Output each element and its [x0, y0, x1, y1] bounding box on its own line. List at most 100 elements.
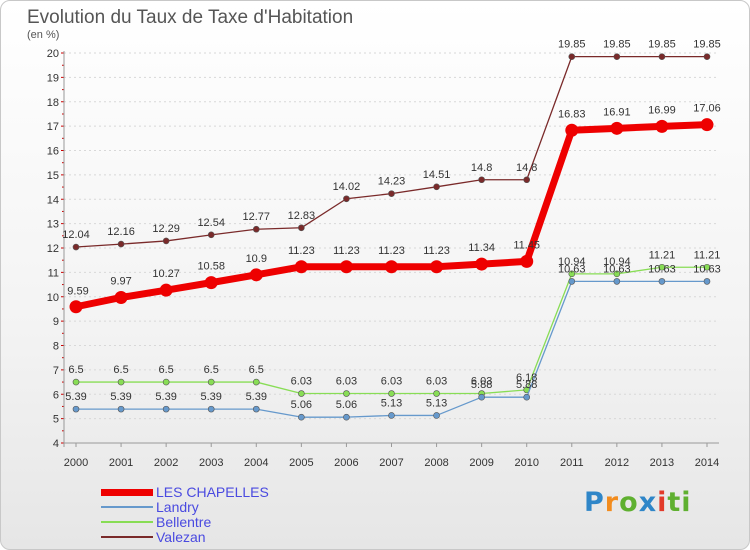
y-tick-label: 7: [53, 365, 59, 377]
data-point-valezan: [117, 240, 125, 248]
data-point-bellentre: [613, 270, 621, 278]
data-label-bellentre: 11.21: [649, 249, 676, 261]
data-point-bellentre: [72, 378, 80, 386]
data-label-landry: 10.63: [648, 263, 676, 275]
data-label-bellentre: 10.94: [558, 256, 586, 268]
y-tick-label: 6: [53, 389, 59, 401]
y-tick-label: 10: [47, 292, 59, 304]
legend-swatch-valezan: [101, 536, 153, 538]
x-tick-label: 2010: [514, 457, 538, 469]
data-point-les-chapelles: [249, 268, 263, 282]
data-point-bellentre: [343, 390, 350, 397]
data-point-valezan: [207, 231, 215, 239]
y-tick-label: 11: [48, 267, 59, 279]
data-label-valezan: 14.8: [471, 162, 492, 174]
data-point-les-chapelles: [430, 260, 444, 274]
data-point-landry: [613, 278, 621, 285]
data-point-landry: [478, 393, 485, 401]
data-point-valezan: [388, 190, 395, 197]
data-point-bellentre: [703, 263, 711, 271]
data-label-bellentre: 6.5: [158, 364, 173, 376]
data-point-valezan: [703, 53, 711, 60]
data-point-landry: [523, 393, 531, 401]
data-point-bellentre: [207, 378, 215, 386]
data-point-landry: [568, 278, 576, 285]
legend-item-valezan: Valezan: [101, 530, 321, 545]
data-point-valezan: [162, 237, 170, 245]
data-point-valezan: [252, 225, 260, 233]
data-point-landry: [388, 412, 395, 419]
legend-swatch-bellentre: [101, 521, 153, 523]
data-label-les-chapelles: 16.99: [648, 104, 676, 116]
data-label-les-chapelles: 10.9: [246, 253, 267, 265]
data-label-landry: 5.39: [201, 391, 222, 403]
series-layer: [69, 53, 714, 421]
data-label-valezan: 12.83: [288, 210, 316, 222]
data-label-bellentre: 6.5: [204, 364, 219, 376]
data-label-les-chapelles: 10.27: [152, 268, 180, 280]
data-label-bellentre: 6.03: [381, 376, 402, 388]
data-point-bellentre: [388, 390, 395, 397]
logo-letter: t: [667, 487, 682, 518]
x-tick-label: 2014: [695, 457, 719, 469]
data-point-valezan: [343, 195, 350, 203]
x-tick-label: 2007: [379, 457, 403, 469]
x-tick-label: 2008: [424, 457, 448, 469]
data-point-landry: [343, 413, 350, 421]
legend-swatch-landry: [101, 506, 153, 508]
data-point-landry: [72, 405, 80, 413]
x-tick-label: 2005: [289, 457, 313, 469]
data-point-landry: [298, 413, 305, 421]
legend-item-landry: Landry: [101, 500, 321, 515]
data-label-les-chapelles: 11.23: [333, 245, 360, 257]
grid: [64, 52, 719, 444]
x-tick-label: 2011: [560, 457, 584, 469]
data-label-landry: 10.63: [558, 263, 586, 275]
data-label-les-chapelles: 11.23: [378, 245, 405, 257]
x-tick-label: 2012: [605, 457, 629, 469]
y-tick-label: 8: [53, 341, 59, 353]
data-label-bellentre: 10.94: [603, 256, 631, 268]
y-tick-label: 19: [47, 72, 59, 84]
logo-letter: x: [638, 487, 658, 518]
data-point-bellentre: [162, 378, 170, 386]
data-label-les-chapelles: 11.45: [513, 239, 540, 251]
data-point-les-chapelles: [69, 300, 83, 314]
data-point-les-chapelles: [114, 290, 128, 304]
data-label-valezan: 12.16: [107, 226, 135, 238]
data-point-les-chapelles: [159, 283, 173, 297]
series-line-valezan: [75, 56, 708, 248]
data-point-les-chapelles: [655, 119, 669, 133]
data-label-bellentre: 6.03: [426, 376, 447, 388]
data-label-valezan: 12.54: [197, 217, 225, 229]
legend-item-les-chapelles: LES CHAPELLES: [101, 485, 321, 500]
data-point-les-chapelles: [385, 260, 398, 274]
legend-label-landry: Landry: [156, 499, 199, 515]
data-point-valezan: [433, 183, 440, 191]
data-label-valezan: 12.77: [243, 211, 271, 223]
data-label-valezan: 19.85: [603, 39, 631, 51]
data-label-bellentre: 11.21: [694, 249, 721, 261]
data-label-les-chapelles: 9.59: [67, 286, 88, 298]
data-label-bellentre: 6.03: [291, 376, 312, 388]
y-tick-label: 5: [53, 414, 59, 426]
data-label-valezan: 12.29: [152, 223, 180, 235]
data-label-landry: 5.39: [246, 391, 267, 403]
data-label-les-chapelles: 16.83: [558, 108, 586, 120]
data-label-bellentre: 6.03: [336, 376, 357, 388]
y-tick-label: 18: [47, 97, 59, 109]
data-label-landry: 5.06: [291, 399, 312, 411]
data-label-bellentre: 6.18: [516, 372, 537, 384]
x-tick-label: 2001: [109, 457, 133, 469]
legend-label-bellentre: Bellentre: [156, 514, 212, 530]
x-tick-label: 2009: [469, 457, 493, 469]
data-label-landry: 10.63: [693, 263, 721, 275]
data-label-landry: 5.88: [516, 379, 537, 391]
axes: 4 5 6 7 8 9 10 11 12 13 14 15 16 17 18 19 20 2000 2001 2002…: [47, 48, 719, 469]
x-tick-label: 2006: [334, 457, 358, 469]
chart-title: Evolution du Taux de Taxe d'Habitation: [27, 7, 354, 28]
data-label-valezan: 19.85: [693, 39, 721, 51]
y-tick-label: 14: [47, 194, 59, 206]
data-point-bellentre: [117, 378, 125, 386]
